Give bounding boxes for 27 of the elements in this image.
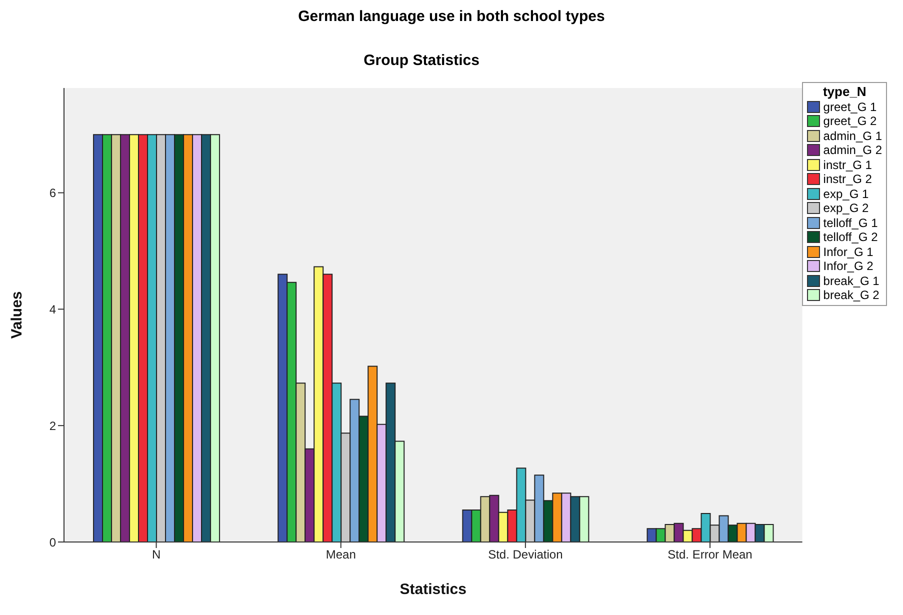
legend-label: admin_G 1 bbox=[823, 128, 882, 143]
x-tick-label: Std. Deviation bbox=[488, 548, 563, 562]
chart-subtitle: Group Statistics bbox=[362, 52, 480, 71]
legend-label: telloff_G 1 bbox=[823, 216, 878, 230]
legend-label: exp_G 1 bbox=[823, 186, 869, 201]
legend-label: break_G 1 bbox=[823, 274, 880, 288]
legend-label: instr_G 2 bbox=[823, 172, 872, 186]
y-tick-label: 6 bbox=[49, 186, 56, 200]
x-tick-label: Mean bbox=[326, 548, 356, 562]
legend-label: exp_G 2 bbox=[823, 201, 869, 216]
x-tick-label: Std. Error Mean bbox=[668, 548, 752, 562]
legend-label: greet_G 1 bbox=[823, 100, 877, 114]
x-tick-label: N bbox=[152, 548, 161, 562]
y-tick-label: 0 bbox=[49, 535, 56, 550]
x-axis-title: Statistics bbox=[400, 581, 466, 598]
legend-label: Infor_G 1 bbox=[823, 244, 874, 259]
legend-label: telloff_G 2 bbox=[823, 230, 878, 244]
legend-label: greet_G 2 bbox=[823, 114, 877, 128]
y-axis-title: Values bbox=[8, 291, 26, 339]
y-tick-label: 2 bbox=[49, 418, 56, 433]
legend-label: admin_G 2 bbox=[823, 143, 882, 158]
chart-title: German language use in both school types bbox=[297, 8, 606, 27]
legend-title: type_N bbox=[822, 84, 868, 100]
legend-label: Infor_G 2 bbox=[823, 259, 874, 274]
legend-label: break_G 2 bbox=[823, 288, 880, 302]
y-tick-label: 4 bbox=[49, 302, 56, 316]
legend-label: instr_G 1 bbox=[823, 158, 872, 172]
